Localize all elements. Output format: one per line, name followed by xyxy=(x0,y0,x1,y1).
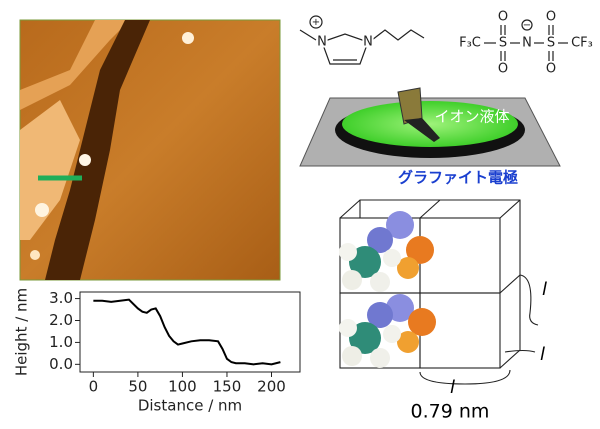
edge-label: l xyxy=(542,279,547,300)
edge-label: l xyxy=(450,377,455,398)
atom-label: N xyxy=(522,36,532,51)
charge: − xyxy=(523,20,531,31)
y-tick-label: 3.0 xyxy=(49,289,73,307)
ionic-liquid-label: イオン液体 xyxy=(434,108,509,126)
atom-label: O xyxy=(546,62,556,77)
charge: + xyxy=(312,17,320,28)
page: {"cation": {"n_left": "N", "n_right": "N… xyxy=(0,0,600,425)
atom-label: CF₃ xyxy=(571,36,593,51)
atom-label: S xyxy=(547,36,555,51)
x-tick-label: 200 xyxy=(257,378,286,396)
x-axis-label: Distance / nm xyxy=(138,397,242,415)
profile-line xyxy=(93,300,280,365)
figure: N N + F₃C S N S CF₃ O O O O − イオン液体 グラファ… xyxy=(0,0,600,425)
x-tick-label: 150 xyxy=(213,378,242,396)
atom-label: F₃C xyxy=(459,36,481,51)
atom-label: N xyxy=(317,35,327,50)
x-tick-label: 0 xyxy=(89,378,99,396)
atom-label: S xyxy=(499,36,507,51)
atom-label: N xyxy=(363,35,373,50)
atom-label: O xyxy=(498,10,508,25)
y-tick-label: 1.0 xyxy=(49,333,73,351)
lattice-model xyxy=(339,200,538,384)
afm-image xyxy=(20,20,280,280)
cell-diagram xyxy=(300,88,560,166)
x-tick-label: 50 xyxy=(128,378,147,396)
x-tick-label: 100 xyxy=(168,378,197,396)
y-axis-label: Height / nm xyxy=(13,288,31,376)
y-tick-label: 0.0 xyxy=(49,355,73,373)
electrode-label: グラファイト電極 xyxy=(398,169,518,187)
plot-frame xyxy=(80,292,300,372)
atom-label: O xyxy=(546,10,556,25)
size-label: 0.79 nm xyxy=(411,401,490,423)
edge-label: l xyxy=(540,344,545,365)
atom-label: O xyxy=(498,62,508,77)
y-tick-label: 2.0 xyxy=(49,311,73,329)
